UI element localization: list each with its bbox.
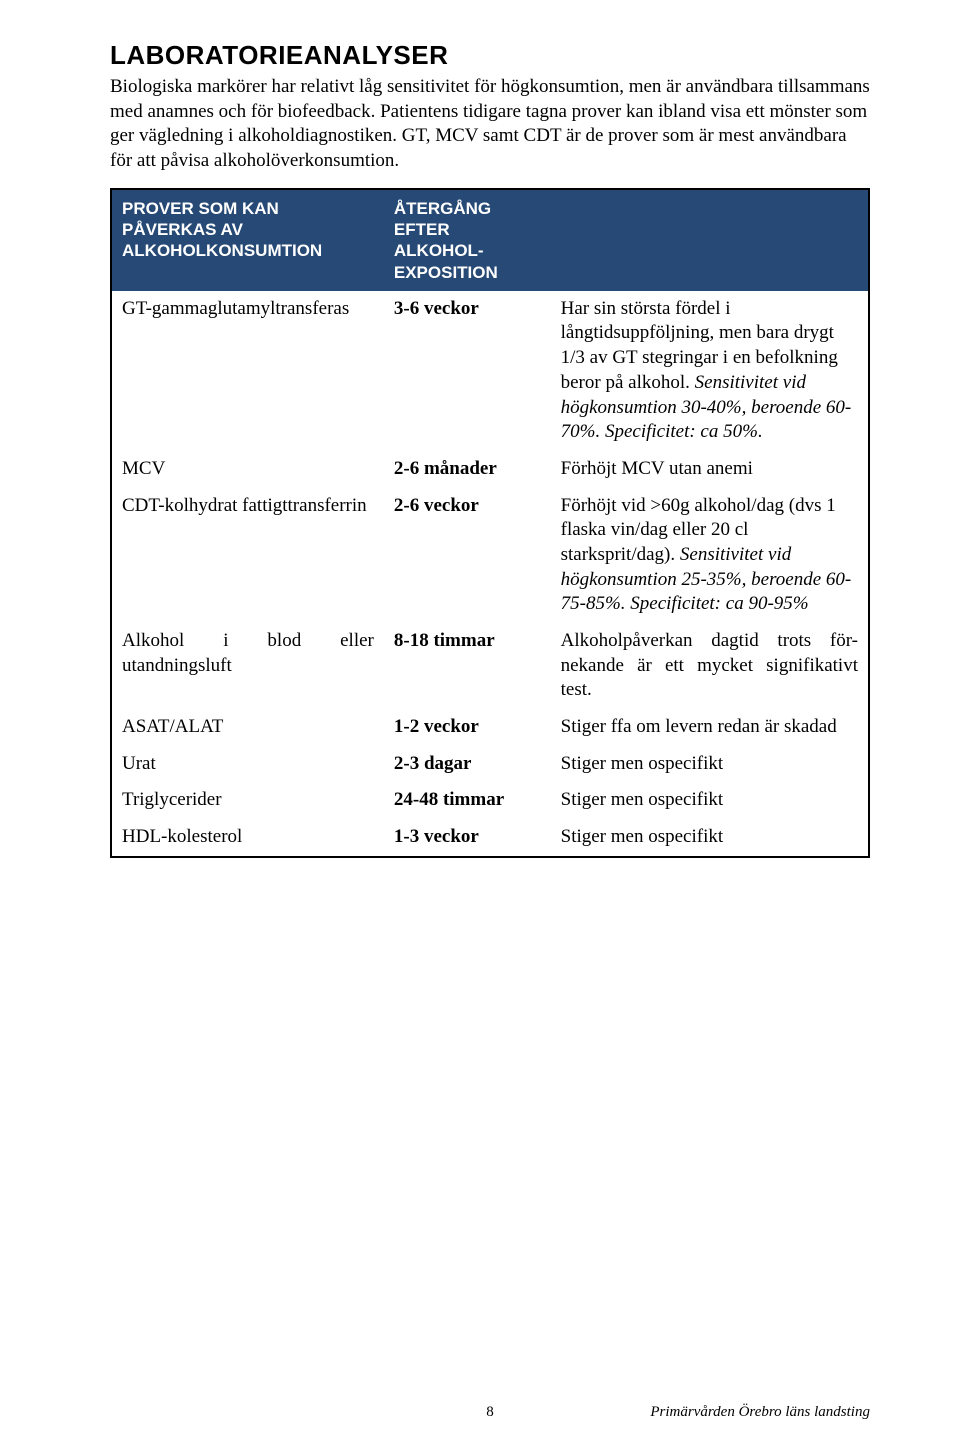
table-cell-comment: Stiger men ospecifikt — [551, 782, 869, 819]
table-cell-comment: Har sin största fördel i långtidsuppfölj… — [551, 291, 869, 451]
table-header-row: PROVER SOM KAN PÅVERKAS AV ALKOHOLKONSUM… — [111, 189, 869, 291]
page-title: LABORATORIEANALYSER — [110, 40, 870, 71]
table-cell-prover: Urat — [111, 746, 384, 783]
page-number: 8 — [363, 1404, 616, 1421]
table-body: GT-gammaglutamyltransferas3-6 veckorHar … — [111, 291, 869, 857]
table-cell-prover: Triglycerider — [111, 782, 384, 819]
page: LABORATORIEANALYSER Biologiska markörer … — [0, 0, 960, 1451]
table-cell-prover: CDT-kolhydrat fattigttransferrin — [111, 488, 384, 623]
lab-table: PROVER SOM KAN PÅVERKAS AV ALKOHOLKONSUM… — [110, 188, 870, 858]
table-cell-atergang: 8-18 timmar — [384, 623, 551, 709]
table-cell-atergang: 2-6 månader — [384, 451, 551, 488]
table-cell-comment: Stiger men ospecifikt — [551, 819, 869, 857]
comment-plain: Alkoholpåverkan dagtid trots för-nekande… — [561, 630, 858, 700]
table-row: Alkohol i blod eller utandningsluft8-18 … — [111, 623, 869, 709]
comment-plain: Stiger men ospecifikt — [561, 753, 724, 774]
table-cell-comment: Stiger ffa om levern redan är skadad — [551, 709, 869, 746]
table-row: HDL-kolesterol1-3 veckor Stiger men ospec… — [111, 819, 869, 857]
table-cell-atergang: 2-6 veckor — [384, 488, 551, 623]
table-row: Triglycerider24-48 timmar Stiger men ospe… — [111, 782, 869, 819]
table-cell-prover: ASAT/ALAT — [111, 709, 384, 746]
page-footer: 8 Primärvården Örebro läns landsting — [110, 1404, 870, 1421]
comment-plain: Stiger men ospecifikt — [561, 789, 724, 810]
table-cell-comment: Alkoholpåverkan dagtid trots för-nekande… — [551, 623, 869, 709]
table-cell-atergang: 1-2 veckor — [384, 709, 551, 746]
comment-plain: Stiger men ospecifikt — [561, 826, 724, 847]
table-cell-atergang: 24-48 timmar — [384, 782, 551, 819]
table-cell-atergang: 2-3 dagar — [384, 746, 551, 783]
table-cell-comment: Stiger men ospecifikt — [551, 746, 869, 783]
intro-paragraph: Biologiska markörer har relativt låg sen… — [110, 75, 870, 174]
table-header-col2: ÅTERGÅNG EFTER ALKOHOL-EXPOSITION — [384, 189, 551, 291]
table-header-col3 — [551, 189, 869, 291]
table-cell-comment: Förhöjt vid >60g alkohol/dag (dvs 1 flas… — [551, 488, 869, 623]
comment-plain: Förhöjt MCV utan anemi — [561, 458, 753, 479]
table-cell-atergang: 3-6 veckor — [384, 291, 551, 451]
table-cell-comment: Förhöjt MCV utan anemi — [551, 451, 869, 488]
footer-org: Primärvården Örebro läns landsting — [617, 1404, 870, 1421]
table-row: CDT-kolhydrat fattigttransferrin2-6 veck… — [111, 488, 869, 623]
table-cell-atergang: 1-3 veckor — [384, 819, 551, 857]
table-cell-prover: Alkohol i blod eller utandningsluft — [111, 623, 384, 709]
comment-plain: Stiger ffa om levern redan är skadad — [561, 716, 837, 737]
table-row: ASAT/ALAT1-2 veckor Stiger ffa om levern … — [111, 709, 869, 746]
table-cell-prover: MCV — [111, 451, 384, 488]
table-row: MCV2-6 månader Förhöjt MCV utan anemi — [111, 451, 869, 488]
table-cell-prover: HDL-kolesterol — [111, 819, 384, 857]
table-row: GT-gammaglutamyltransferas3-6 veckorHar … — [111, 291, 869, 451]
table-header-col1: PROVER SOM KAN PÅVERKAS AV ALKOHOLKONSUM… — [111, 189, 384, 291]
table-row: Urat2-3 dagar Stiger men ospecifikt — [111, 746, 869, 783]
table-cell-prover: GT-gammaglutamyltransferas — [111, 291, 384, 451]
